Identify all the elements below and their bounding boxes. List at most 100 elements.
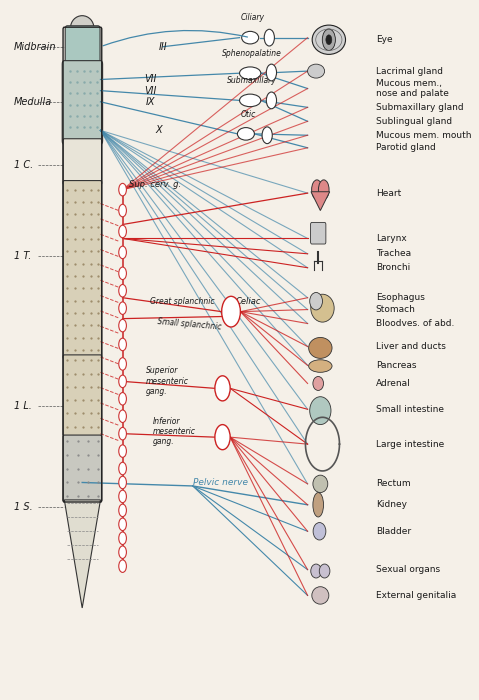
Text: Bladder: Bladder xyxy=(376,527,411,536)
Circle shape xyxy=(119,319,126,332)
Ellipse shape xyxy=(70,15,94,40)
Text: Pancreas: Pancreas xyxy=(376,360,416,370)
Text: Lacrimal gland: Lacrimal gland xyxy=(376,66,443,76)
Text: VII: VII xyxy=(144,74,157,85)
Text: Celiac: Celiac xyxy=(235,297,261,306)
Circle shape xyxy=(119,302,126,314)
Ellipse shape xyxy=(313,493,323,517)
Circle shape xyxy=(119,462,126,475)
Text: Great splanchnic: Great splanchnic xyxy=(150,297,215,306)
Text: 1 L.: 1 L. xyxy=(14,401,32,411)
FancyBboxPatch shape xyxy=(63,435,102,502)
FancyBboxPatch shape xyxy=(65,26,100,68)
Text: Submaxillary gland: Submaxillary gland xyxy=(376,103,463,112)
Text: Eye: Eye xyxy=(376,35,392,44)
Text: 1 S.: 1 S. xyxy=(14,502,33,512)
Circle shape xyxy=(119,428,126,440)
Text: Superior
mesenteric
gang.: Superior mesenteric gang. xyxy=(146,367,189,396)
FancyBboxPatch shape xyxy=(63,139,102,185)
Text: Submaxillary: Submaxillary xyxy=(228,76,277,85)
Text: Pelvic nerve: Pelvic nerve xyxy=(193,478,248,487)
Circle shape xyxy=(322,29,335,50)
Ellipse shape xyxy=(313,475,328,493)
Text: Esophagus: Esophagus xyxy=(376,293,424,302)
Polygon shape xyxy=(311,192,330,211)
FancyBboxPatch shape xyxy=(63,355,102,436)
FancyBboxPatch shape xyxy=(62,61,103,144)
Ellipse shape xyxy=(312,587,329,604)
Circle shape xyxy=(119,476,126,489)
Ellipse shape xyxy=(68,40,97,61)
Ellipse shape xyxy=(312,25,345,55)
Circle shape xyxy=(222,296,240,327)
Text: Midbrain: Midbrain xyxy=(14,42,57,52)
Circle shape xyxy=(119,444,126,457)
Text: External genitalia: External genitalia xyxy=(376,591,456,600)
Ellipse shape xyxy=(310,397,331,425)
Circle shape xyxy=(119,532,126,545)
Text: 1 C.: 1 C. xyxy=(14,160,34,170)
Circle shape xyxy=(119,246,126,259)
Text: Inferior
mesenteric
gang.: Inferior mesenteric gang. xyxy=(152,416,195,447)
Ellipse shape xyxy=(313,523,326,540)
Text: Small splanchnic: Small splanchnic xyxy=(157,316,221,331)
Circle shape xyxy=(119,546,126,559)
Circle shape xyxy=(266,92,276,108)
Circle shape xyxy=(119,518,126,531)
Text: VII: VII xyxy=(144,85,157,96)
Text: Ciliary: Ciliary xyxy=(240,13,264,22)
FancyBboxPatch shape xyxy=(310,223,326,244)
Text: Bloodves. of abd.: Bloodves. of abd. xyxy=(376,319,454,328)
Text: Large intestine: Large intestine xyxy=(376,440,444,449)
Circle shape xyxy=(119,225,126,238)
Ellipse shape xyxy=(240,94,261,106)
Circle shape xyxy=(119,204,126,217)
Text: Rectum: Rectum xyxy=(376,480,410,489)
Circle shape xyxy=(262,127,272,144)
Text: Medulla: Medulla xyxy=(14,97,52,108)
Ellipse shape xyxy=(312,180,322,200)
Circle shape xyxy=(119,267,126,279)
Ellipse shape xyxy=(308,337,332,358)
Ellipse shape xyxy=(310,293,322,310)
Circle shape xyxy=(119,490,126,503)
Text: Kidney: Kidney xyxy=(376,500,407,510)
Circle shape xyxy=(326,35,332,45)
Polygon shape xyxy=(64,500,101,608)
Ellipse shape xyxy=(319,564,330,578)
FancyBboxPatch shape xyxy=(63,181,102,359)
Text: Mucous mem.,
nose and palate: Mucous mem., nose and palate xyxy=(376,79,448,98)
Ellipse shape xyxy=(240,67,261,80)
Text: III: III xyxy=(159,42,167,52)
Circle shape xyxy=(215,376,230,401)
Ellipse shape xyxy=(308,64,325,78)
Circle shape xyxy=(119,504,126,517)
Text: X: X xyxy=(155,125,162,135)
Circle shape xyxy=(119,358,126,370)
Ellipse shape xyxy=(311,564,321,578)
Circle shape xyxy=(119,284,126,297)
Text: Sublingual gland: Sublingual gland xyxy=(376,117,452,126)
Text: IX: IX xyxy=(146,97,155,107)
Text: Larynx: Larynx xyxy=(376,234,406,243)
Text: Otic: Otic xyxy=(240,109,256,118)
Text: Sup. cerv. g.: Sup. cerv. g. xyxy=(129,180,181,188)
Text: Trachea: Trachea xyxy=(376,249,411,258)
Circle shape xyxy=(119,338,126,351)
Ellipse shape xyxy=(319,180,329,200)
Circle shape xyxy=(119,375,126,388)
Ellipse shape xyxy=(308,360,332,372)
Circle shape xyxy=(264,29,274,46)
Circle shape xyxy=(119,560,126,573)
Circle shape xyxy=(119,410,126,423)
Circle shape xyxy=(119,183,126,196)
Circle shape xyxy=(266,64,276,81)
Text: Bronchi: Bronchi xyxy=(376,263,410,272)
Text: 1 T.: 1 T. xyxy=(14,251,32,261)
Text: Parotid gland: Parotid gland xyxy=(376,144,435,153)
Text: Sexual organs: Sexual organs xyxy=(376,565,440,574)
Text: Liver and ducts: Liver and ducts xyxy=(376,342,445,351)
Text: Heart: Heart xyxy=(376,188,401,197)
Text: Stomach: Stomach xyxy=(376,305,415,314)
Circle shape xyxy=(119,393,126,405)
